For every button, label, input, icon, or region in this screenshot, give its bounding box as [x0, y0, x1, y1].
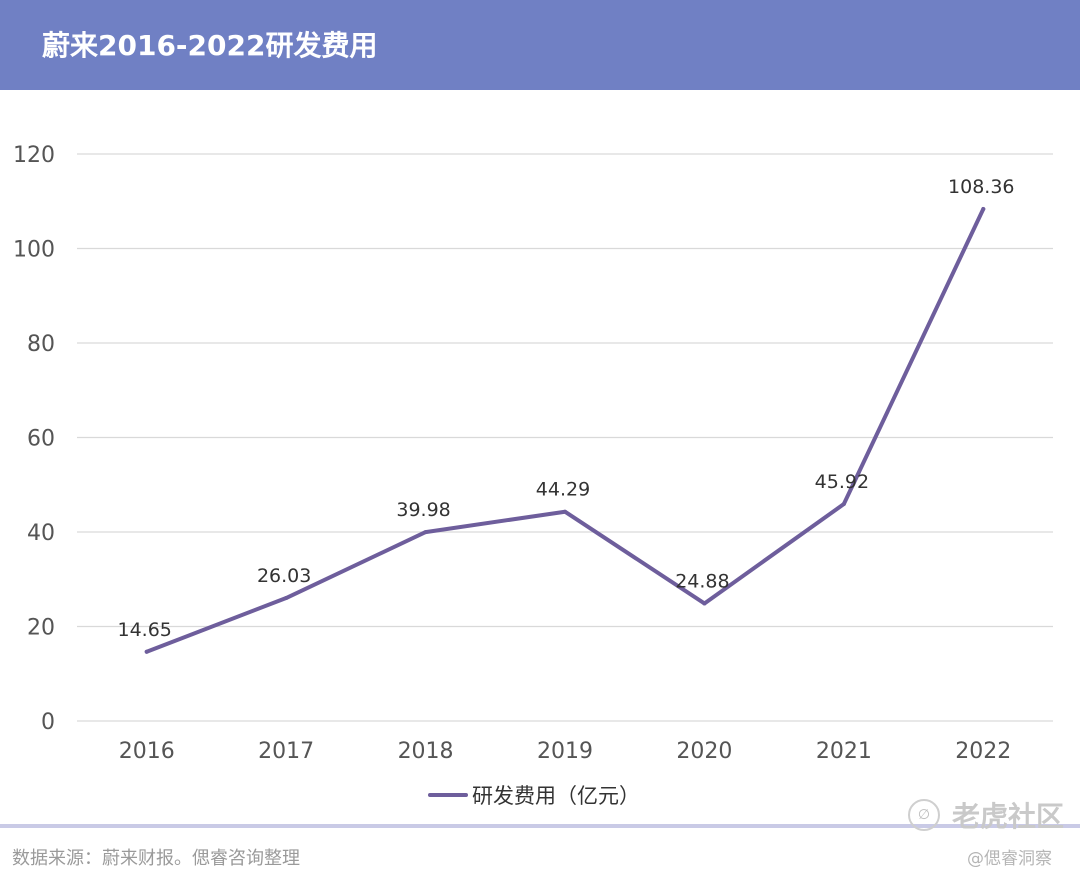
y-tick-label: 80	[27, 332, 55, 357]
legend: 研发费用（亿元）	[428, 780, 640, 810]
y-tick-label: 0	[41, 710, 55, 735]
y-tick-label: 60	[27, 427, 55, 452]
data-label: 14.65	[118, 619, 172, 641]
y-tick-label: 120	[13, 143, 55, 168]
data-label: 24.88	[675, 570, 729, 592]
data-point	[423, 530, 428, 535]
title-bar: 蔚来2016-2022研发费用	[0, 0, 1080, 90]
watermark-text: 老虎社区	[952, 800, 1065, 833]
x-tick-label: 2019	[537, 739, 593, 764]
author-handle: @偲睿洞察	[967, 849, 1052, 869]
y-tick-label: 40	[27, 521, 55, 546]
data-label: 44.29	[536, 479, 590, 501]
x-tick-label: 2016	[119, 739, 175, 764]
data-point	[702, 601, 707, 606]
footer-divider	[0, 824, 1080, 828]
x-tick-label: 2017	[258, 739, 314, 764]
data-label: 45.92	[815, 471, 869, 493]
legend-line-swatch	[428, 793, 468, 797]
y-tick-label: 20	[27, 616, 55, 641]
watermark: ∅ 老虎社区	[908, 795, 1064, 835]
data-point	[981, 206, 986, 211]
data-point	[841, 502, 846, 507]
line-chart: 0 20 40 60 80 100 120 2016 2017 2018 2019 2020 2021 2…	[13, 143, 1053, 764]
data-point	[144, 649, 149, 654]
x-tick-label: 2018	[398, 739, 454, 764]
x-tick-label: 2022	[955, 739, 1011, 764]
y-tick-label: 100	[13, 238, 55, 263]
data-point	[284, 596, 289, 601]
legend-label: 研发费用（亿元）	[472, 784, 640, 808]
x-tick-label: 2021	[816, 739, 872, 764]
chart-title: 蔚来2016-2022研发费用	[42, 29, 378, 62]
data-label: 108.36	[948, 176, 1014, 198]
x-tick-label: 2020	[676, 739, 732, 764]
data-label: 26.03	[257, 565, 311, 587]
data-point	[563, 509, 567, 514]
source-note: 数据来源：蔚来财报。偲睿咨询整理	[12, 848, 300, 869]
data-label: 39.98	[396, 499, 450, 521]
tiger-logo-icon: ∅	[908, 799, 940, 831]
